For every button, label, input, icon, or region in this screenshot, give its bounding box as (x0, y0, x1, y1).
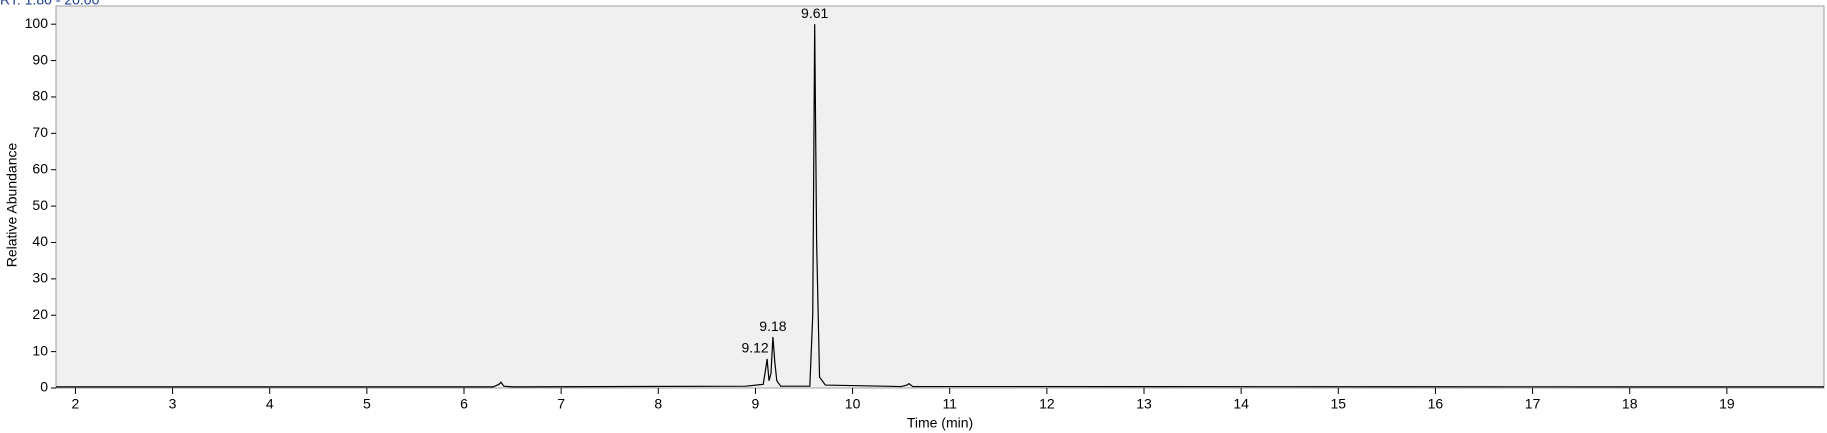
y-tick-label: 100 (25, 15, 49, 31)
x-tick-label: 18 (1622, 396, 1638, 412)
y-tick-label: 80 (32, 88, 48, 104)
y-tick-label: 30 (32, 270, 48, 286)
x-tick-label: 5 (363, 396, 371, 412)
x-tick-label: 17 (1525, 396, 1541, 412)
x-tick-label: 15 (1330, 396, 1346, 412)
y-tick-label: 50 (32, 197, 48, 213)
x-tick-label: 12 (1039, 396, 1055, 412)
y-tick-label: 60 (32, 160, 48, 176)
x-tick-label: 4 (266, 396, 274, 412)
x-tick-label: 6 (460, 396, 468, 412)
x-tick-label: 7 (557, 396, 565, 412)
peak-label: 9.61 (801, 5, 828, 21)
rt-range: RT: 1.80 - 20.00 (0, 0, 100, 8)
x-tick-label: 13 (1136, 396, 1152, 412)
plot-area (55, 5, 1825, 389)
x-tick-label: 16 (1428, 396, 1444, 412)
y-tick-label: 10 (32, 342, 48, 358)
x-tick-label: 3 (169, 396, 177, 412)
y-tick-label: 0 (40, 379, 48, 395)
x-tick-label: 2 (72, 396, 80, 412)
peak-label: 9.12 (741, 340, 768, 356)
trace (56, 24, 1825, 388)
x-tick-label: 9 (752, 396, 760, 412)
x-tick-label: 10 (845, 396, 861, 412)
y-tick-label: 20 (32, 306, 48, 322)
y-tick-label: 70 (32, 124, 48, 140)
y-tick-label: 40 (32, 233, 48, 249)
x-tick-label: 14 (1233, 396, 1249, 412)
peak-label: 9.18 (759, 318, 786, 334)
y-axis-label: Relative Abundance (4, 143, 20, 268)
x-tick-label: 8 (654, 396, 662, 412)
x-axis-label: Time (min) (907, 415, 973, 431)
y-tick-label: 90 (32, 51, 48, 67)
x-tick-label: 11 (942, 396, 957, 412)
x-tick-label: 19 (1719, 396, 1735, 412)
